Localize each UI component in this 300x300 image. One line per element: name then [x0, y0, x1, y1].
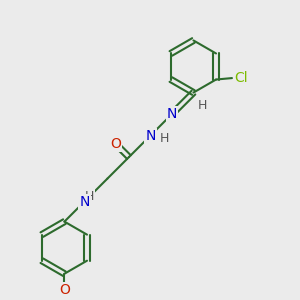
Text: O: O — [110, 137, 121, 151]
Text: H: H — [160, 132, 170, 145]
Text: H: H — [198, 99, 207, 112]
Text: N: N — [79, 194, 90, 208]
Text: H: H — [85, 190, 94, 203]
Text: N: N — [145, 129, 156, 142]
Text: Cl: Cl — [234, 71, 248, 85]
Text: O: O — [59, 283, 70, 297]
Text: N: N — [167, 107, 177, 121]
